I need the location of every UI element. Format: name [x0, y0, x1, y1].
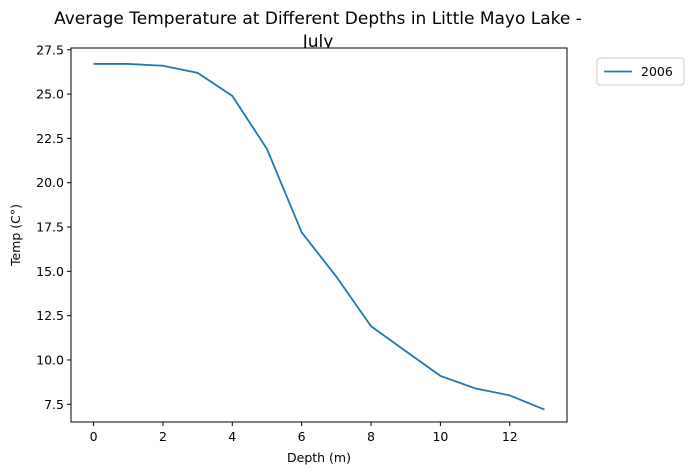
legend-label-2006: 2006: [641, 64, 673, 79]
y-tick-label: 22.5: [36, 131, 64, 146]
y-tick-label: 20.0: [36, 175, 64, 190]
y-tick-label: 15.0: [36, 264, 64, 279]
series-layer: [93, 63, 545, 411]
x-tick-label: 4: [228, 429, 236, 444]
legend: 2006: [596, 57, 685, 86]
y-tick-label: 7.5: [44, 397, 64, 412]
y-tick-label: 17.5: [36, 220, 64, 235]
x-axis-ticks: 0 2 4 6 8 10 12: [90, 422, 518, 444]
x-tick-label: 0: [90, 429, 98, 444]
y-axis-label: Temp (C°): [8, 204, 23, 267]
x-tick-label: 10: [432, 429, 448, 444]
y-tick-label: 10.0: [36, 352, 64, 367]
x-tick-label: 12: [502, 429, 518, 444]
chart-title-line-2: July: [302, 32, 334, 52]
chart-title-line-1: Average Temperature at Different Depths …: [54, 9, 582, 29]
legend-frame: [596, 57, 685, 86]
y-tick-label: 25.0: [36, 87, 64, 102]
x-tick-label: 2: [159, 429, 167, 444]
plot-area: [71, 48, 567, 422]
x-tick-label: 8: [367, 429, 375, 444]
plot-frame: [70, 47, 568, 423]
y-tick-label: 27.5: [36, 42, 64, 57]
series-line-2006: [93, 63, 545, 411]
x-tick-label: 6: [298, 429, 306, 444]
x-axis-label: Depth (m): [287, 450, 351, 465]
y-axis-ticks: 7.5 10.0 12.5 15.0 17.5 20.0 22.5 25.0 27.5: [36, 42, 71, 412]
y-tick-label: 12.5: [36, 308, 64, 323]
